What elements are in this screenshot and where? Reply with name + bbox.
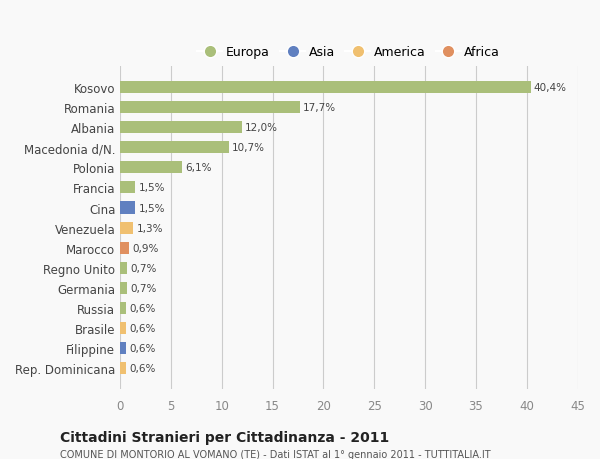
Text: COMUNE DI MONTORIO AL VOMANO (TE) - Dati ISTAT al 1° gennaio 2011 - TUTTITALIA.I: COMUNE DI MONTORIO AL VOMANO (TE) - Dati… <box>60 449 491 459</box>
Text: 0,6%: 0,6% <box>129 303 155 313</box>
Text: 40,4%: 40,4% <box>534 83 567 93</box>
Text: 0,7%: 0,7% <box>130 283 157 293</box>
Text: 1,5%: 1,5% <box>139 203 165 213</box>
Bar <box>120 182 136 194</box>
Text: 0,6%: 0,6% <box>129 364 155 374</box>
Bar <box>120 162 182 174</box>
Bar <box>120 222 133 234</box>
Text: 0,7%: 0,7% <box>130 263 157 273</box>
Text: 12,0%: 12,0% <box>245 123 278 133</box>
Bar <box>120 122 242 134</box>
Bar <box>120 102 300 114</box>
Bar <box>120 342 126 354</box>
Text: 6,1%: 6,1% <box>185 163 212 173</box>
Bar <box>120 302 126 314</box>
Text: 10,7%: 10,7% <box>232 143 265 153</box>
Bar <box>120 242 129 254</box>
Text: 0,6%: 0,6% <box>129 343 155 353</box>
Bar <box>120 202 136 214</box>
Text: 1,3%: 1,3% <box>136 223 163 233</box>
Bar <box>120 142 229 154</box>
Bar <box>120 322 126 335</box>
Text: Cittadini Stranieri per Cittadinanza - 2011: Cittadini Stranieri per Cittadinanza - 2… <box>60 430 389 444</box>
Bar <box>120 363 126 375</box>
Text: 0,9%: 0,9% <box>133 243 158 253</box>
Bar <box>120 262 127 274</box>
Text: 17,7%: 17,7% <box>303 103 336 113</box>
Text: 1,5%: 1,5% <box>139 183 165 193</box>
Legend: Europa, Asia, America, Africa: Europa, Asia, America, Africa <box>193 41 505 64</box>
Bar <box>120 82 531 94</box>
Bar <box>120 282 127 294</box>
Text: 0,6%: 0,6% <box>129 324 155 333</box>
